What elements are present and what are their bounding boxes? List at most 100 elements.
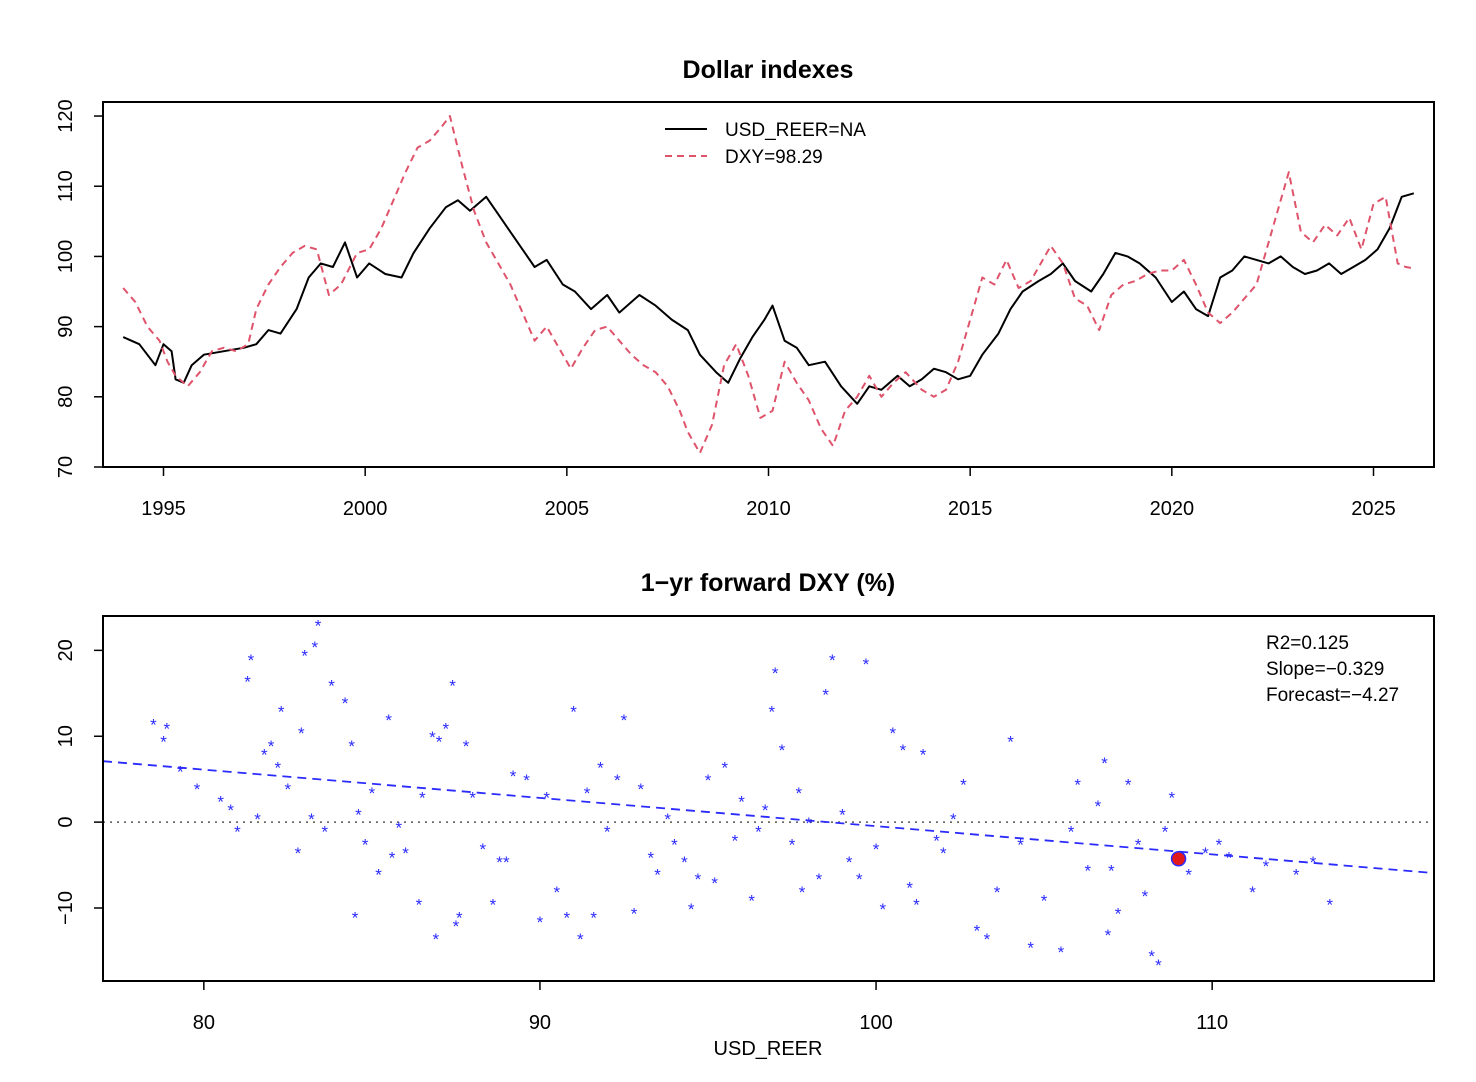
scatter-point: * — [1310, 853, 1317, 872]
scatter-point: * — [711, 874, 718, 893]
scatter-point: * — [543, 788, 550, 807]
scatter-point: * — [721, 758, 728, 777]
scatter-point: * — [328, 677, 335, 696]
scatter-point: * — [748, 891, 755, 910]
scatter-point: * — [322, 823, 329, 842]
scatter-point: * — [631, 904, 638, 923]
scatter-point: * — [308, 810, 315, 829]
scatter-point: * — [890, 724, 897, 743]
scatter-point: * — [1105, 926, 1112, 945]
scatter-point: * — [385, 711, 392, 730]
x-tick-label: 90 — [529, 1012, 551, 1034]
scatter-point: * — [863, 655, 870, 674]
stat-r2: R2=0.125 — [1266, 633, 1349, 654]
scatter-point: * — [873, 840, 880, 859]
scatter-point: * — [419, 788, 426, 807]
regression-stats: R2=0.125 Slope=−0.329 Forecast=−4.27 — [1266, 633, 1399, 706]
scatter-point: * — [298, 724, 305, 743]
scatter-point: * — [732, 831, 739, 850]
x-tick-label: 110 — [1196, 1012, 1228, 1034]
y-tick-label: 90 — [55, 315, 77, 337]
scatter-point: * — [654, 866, 661, 885]
y-tick-label: 10 — [55, 725, 77, 747]
regression-line — [102, 760, 1435, 874]
y-tick-label: 110 — [55, 170, 77, 202]
scatter-point: * — [1007, 733, 1014, 752]
scatter-point: * — [795, 784, 802, 803]
top-y-axis: 70 80 90 100 110 120 — [55, 99, 103, 478]
scatter-point: * — [456, 909, 463, 928]
x-tick-label: 1995 — [141, 498, 186, 520]
scatter-point: * — [402, 844, 409, 863]
scatter-point: * — [295, 844, 302, 863]
y-tick-label: −10 — [55, 891, 77, 925]
scatter-point: * — [194, 780, 201, 799]
x-tick-label: 2010 — [746, 498, 791, 520]
scatter-point: * — [244, 672, 251, 691]
scatter-point: * — [829, 651, 836, 670]
scatter-point: * — [490, 896, 497, 915]
scatter-point: * — [738, 793, 745, 812]
scatter-point: * — [285, 780, 292, 799]
bottom-plot-frame — [102, 615, 1435, 982]
scatter-point: * — [1068, 823, 1075, 842]
scatter-point: * — [164, 720, 171, 739]
scatter-point: * — [150, 715, 157, 734]
scatter-point: * — [537, 913, 544, 932]
scatter-point: * — [311, 638, 318, 657]
scatter-point: * — [375, 866, 382, 885]
scatter-point: * — [1084, 861, 1091, 880]
scatter-point: * — [1135, 836, 1142, 855]
scatter-point: * — [479, 840, 486, 859]
y-tick-label: 100 — [55, 240, 77, 273]
scatter-point: * — [453, 917, 460, 936]
scatter-point: * — [816, 870, 823, 889]
scatter-point: * — [688, 900, 695, 919]
stat-forecast: Forecast=−4.27 — [1266, 685, 1399, 706]
scatter-point: * — [436, 733, 443, 752]
scatter-point: * — [755, 823, 762, 842]
scatter-point: * — [449, 677, 456, 696]
forward-dxy-panel: 1−yr forward DXY (%) * ***** ****** *******… — [55, 569, 1435, 1060]
top-chart-series — [122, 115, 1415, 454]
scatter-point: * — [799, 883, 806, 902]
x-tick-label: 2015 — [948, 498, 993, 520]
bottom-x-axis: 80 90 100 110 — [193, 981, 1228, 1034]
series-line-usd-reer — [122, 192, 1415, 405]
x-tick-label: 2000 — [343, 498, 388, 520]
scatter-point: * — [570, 702, 577, 721]
scatter-point: * — [278, 702, 285, 721]
dollar-indexes-panel: Dollar indexes 1995 2000 2005 2010 2015 2020 2… — [55, 56, 1435, 520]
scatter-point: * — [342, 694, 349, 713]
scatter-point: * — [389, 848, 396, 867]
scatter-point: * — [510, 767, 517, 786]
scatter-point: * — [950, 810, 957, 829]
scatter-point: * — [503, 853, 510, 872]
scatter-point: * — [268, 737, 275, 756]
scatter-point: * — [160, 733, 167, 752]
scatter-point: * — [443, 720, 450, 739]
scatter-point: * — [463, 737, 470, 756]
scatter-point: * — [695, 870, 702, 889]
scatter-point: * — [994, 883, 1001, 902]
scatter-point: * — [762, 801, 769, 820]
scatter-point: * — [900, 741, 907, 760]
scatter-point: * — [789, 836, 796, 855]
scatter-point: * — [1185, 866, 1192, 885]
scatter-point: * — [920, 745, 927, 764]
scatter-point: * — [1202, 844, 1209, 863]
scatter-point: * — [564, 909, 571, 928]
scatter-point: * — [1125, 775, 1132, 794]
x-tick-label: 80 — [193, 1012, 215, 1034]
scatter-point: * — [590, 909, 597, 928]
x-tick-label: 2005 — [545, 498, 590, 520]
scatter-point: * — [940, 844, 947, 863]
scatter-point: * — [1108, 861, 1115, 880]
top-chart-title: Dollar indexes — [683, 56, 854, 84]
scatter-point: * — [352, 909, 359, 928]
scatter-point: * — [234, 823, 241, 842]
scatter-point: * — [772, 664, 779, 683]
scatter-point: * — [1074, 775, 1081, 794]
scatter-point: * — [1148, 947, 1155, 966]
scatter-point: * — [705, 771, 712, 790]
